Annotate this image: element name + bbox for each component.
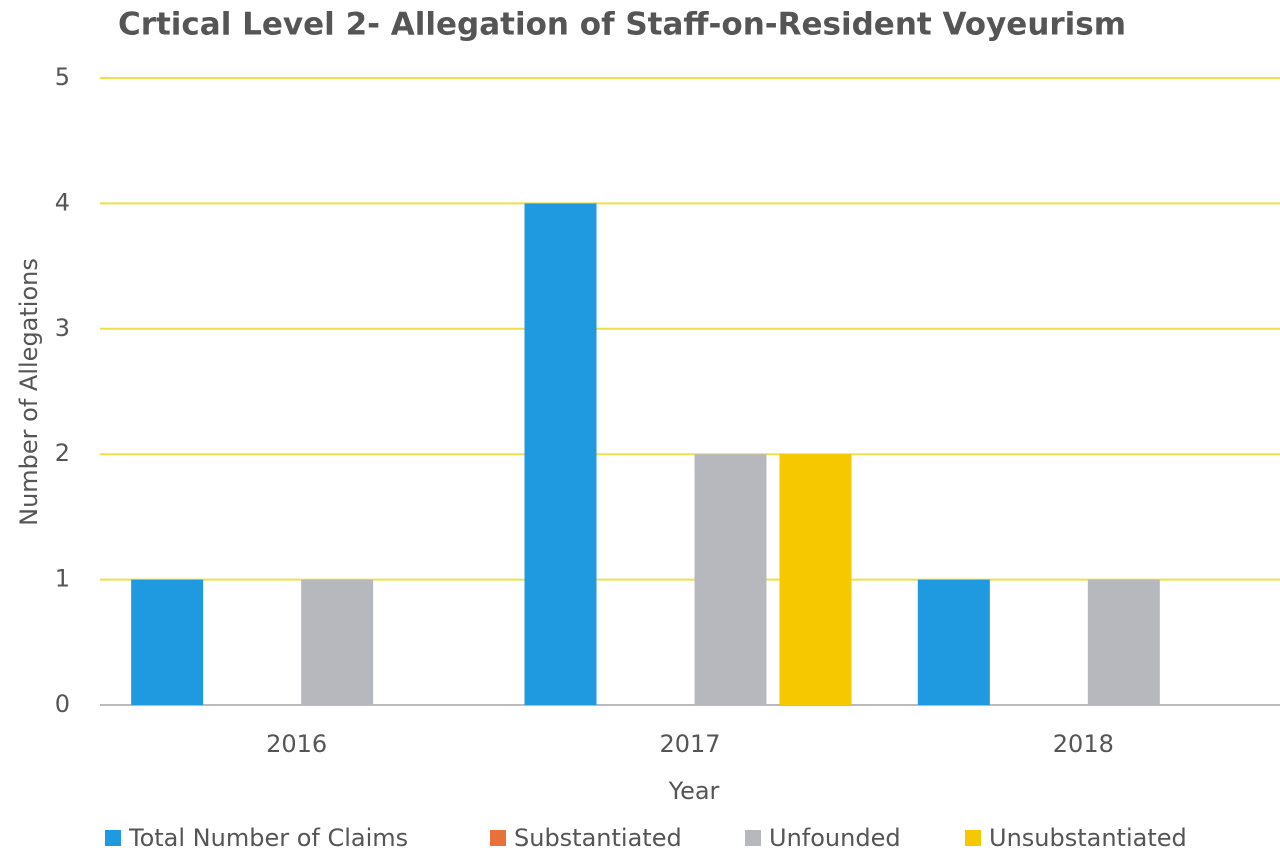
y-tick-label: 3: [55, 314, 70, 342]
legend-label: Unsubstantiated: [989, 824, 1187, 852]
y-tick-label: 5: [55, 63, 70, 91]
x-tick-label: 2017: [659, 730, 720, 758]
chart-title: Crtical Level 2- Allegation of Staff-on-…: [118, 7, 1126, 43]
legend-swatch: [490, 830, 506, 846]
x-axis-label: Year: [668, 777, 720, 805]
x-tick-label: 2018: [1053, 730, 1114, 758]
bar: [131, 579, 204, 705]
legend-label: Unfounded: [769, 824, 901, 852]
legend-swatch: [105, 830, 121, 846]
y-tick-label: 2: [55, 439, 70, 467]
y-tick-label: 0: [55, 690, 70, 718]
bar: [779, 454, 852, 705]
y-axis-label: Number of Allegations: [15, 258, 43, 526]
legend-label: Substantiated: [514, 824, 682, 852]
bar: [694, 454, 767, 705]
legend-swatch: [745, 830, 761, 846]
legend-swatch: [965, 830, 981, 846]
bar: [917, 579, 990, 705]
y-tick-label: 1: [55, 565, 70, 593]
x-tick-label: 2016: [266, 730, 327, 758]
y-tick-label: 4: [55, 188, 70, 216]
bar: [301, 579, 374, 705]
bar: [1087, 579, 1160, 705]
legend-label: Total Number of Claims: [128, 824, 408, 852]
bar: [524, 203, 597, 705]
